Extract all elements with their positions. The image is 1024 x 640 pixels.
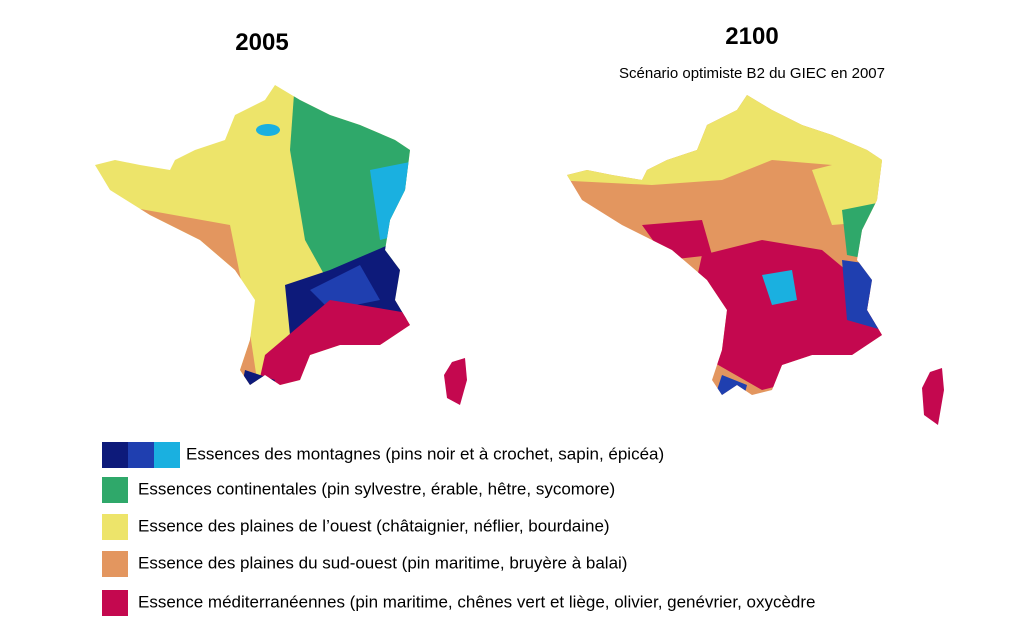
map-title: 2100 [725, 23, 778, 50]
legend-label: Essences des montagnes (pins noir et à c… [186, 444, 664, 463]
legend-swatch [154, 442, 180, 468]
map-region [692, 240, 882, 390]
legend-swatch [102, 442, 128, 468]
legend-label: Essence méditerranéennes (pin maritime, … [138, 592, 816, 611]
map-region [842, 200, 882, 260]
map-region [642, 220, 712, 260]
legend-swatch [102, 590, 128, 616]
map-region [922, 368, 944, 425]
legend-swatch [102, 477, 128, 503]
map-title: 2005 [235, 29, 288, 56]
map-region [256, 124, 280, 136]
map-2100 [567, 95, 944, 425]
legend-label: Essence des plaines du sud-ouest (pin ma… [138, 553, 627, 572]
map-2005 [95, 85, 467, 405]
legend-swatch [102, 514, 128, 540]
legend-label: Essence des plaines de l’ouest (châtaign… [138, 516, 610, 535]
map-region [712, 375, 747, 395]
legend-swatch [102, 551, 128, 577]
legend: Essences des montagnes (pins noir et à c… [102, 442, 816, 616]
legend-swatch [128, 442, 154, 468]
legend-label: Essences continentales (pin sylvestre, é… [138, 479, 615, 498]
map-region [310, 265, 380, 310]
map-region [762, 270, 797, 305]
map-region [444, 358, 467, 405]
map-subtitle: Scénario optimiste B2 du GIEC en 2007 [619, 65, 885, 82]
map-region [842, 260, 882, 330]
